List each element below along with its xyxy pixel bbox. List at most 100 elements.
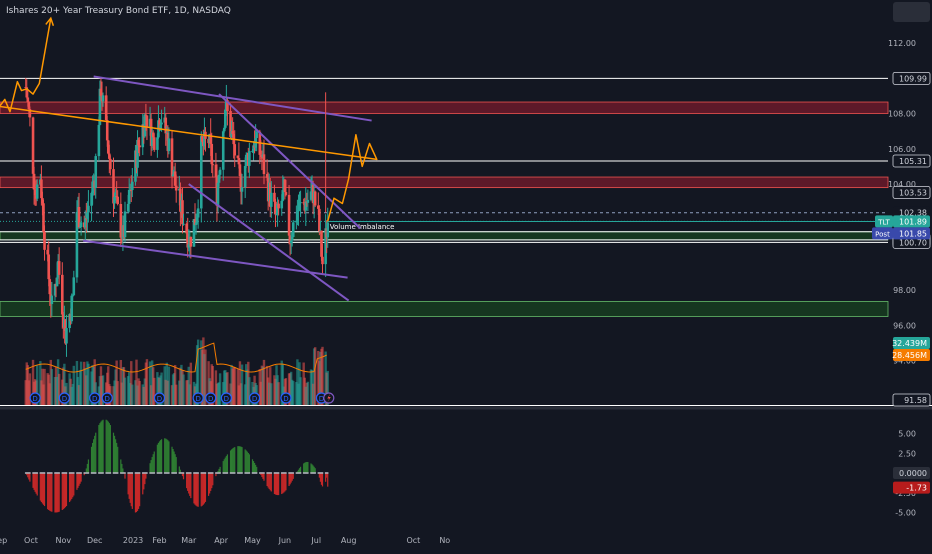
histogram-bar — [234, 447, 236, 473]
candle-body — [170, 138, 174, 177]
histogram-bar — [87, 459, 90, 473]
histogram-bar — [210, 473, 212, 491]
candle-body — [321, 256, 324, 265]
histogram-bar — [211, 473, 213, 489]
histogram-bar — [187, 473, 189, 491]
time-axis-label: Dec — [87, 536, 102, 545]
chart-settings-button[interactable] — [893, 2, 930, 22]
event-marker-label: D — [319, 395, 324, 403]
histogram-bar — [64, 473, 67, 508]
candle-body — [152, 137, 156, 150]
candle-body — [196, 208, 200, 218]
volume-bar — [148, 361, 152, 405]
candle-body — [199, 136, 203, 209]
candle-body — [275, 213, 278, 215]
zero-dot — [270, 472, 273, 474]
candle-body — [295, 220, 298, 223]
zero-dot — [326, 472, 329, 474]
volume-tag-text: 28.456M — [892, 351, 927, 360]
histogram-bar — [79, 473, 81, 484]
histogram-bar — [164, 438, 166, 473]
volume-bar — [321, 346, 324, 405]
candle-body — [77, 206, 81, 228]
histogram-bar — [219, 466, 221, 473]
zero-dot — [131, 472, 134, 474]
histogram-bar — [313, 466, 315, 473]
event-marker-5: D — [192, 392, 204, 404]
candle-body — [113, 196, 116, 204]
histogram-bar — [77, 473, 79, 488]
candle-body — [318, 208, 321, 232]
levels-layer: Volume Imbalance — [0, 77, 888, 243]
candle-body — [127, 190, 131, 204]
zero-dot — [197, 472, 200, 474]
histogram-bar — [33, 473, 35, 490]
histogram-bar — [166, 439, 168, 473]
candle-body — [144, 114, 148, 116]
volume-bar — [281, 363, 284, 405]
event-marker-0: D — [29, 392, 41, 404]
volume-ma-line — [25, 342, 327, 373]
zero-dot — [138, 472, 141, 474]
histogram-bar — [85, 468, 87, 473]
candle-body — [129, 189, 133, 191]
event-marker-circle — [153, 392, 166, 404]
volume-bar — [131, 384, 134, 405]
volume-bar — [153, 377, 156, 405]
candle-body — [149, 118, 153, 146]
zero-dot — [102, 472, 104, 474]
histogram-bar — [298, 468, 301, 473]
histogram-bar — [310, 463, 312, 473]
event-marker-9: D — [280, 392, 292, 404]
histogram-bar — [102, 419, 104, 473]
candle-body — [31, 117, 35, 174]
histogram-bar — [256, 466, 258, 473]
histogram-bar — [292, 473, 294, 479]
histogram-bar — [86, 463, 88, 473]
candle-body — [297, 210, 300, 212]
event-marker-label: D — [105, 395, 110, 403]
zero-dot — [65, 472, 68, 474]
histogram-bar — [120, 459, 122, 473]
price-tag-2-text: 103.53 — [899, 188, 927, 197]
time-axis-label: 2023 — [123, 536, 143, 545]
candle-body — [280, 200, 284, 209]
price-tag-1-text: 105.31 — [899, 157, 927, 166]
histogram-bar — [98, 425, 100, 473]
candle-body — [317, 205, 320, 209]
histogram-bar — [241, 447, 243, 473]
histogram-bar — [189, 473, 191, 496]
histogram-bar — [157, 442, 160, 473]
candle-body — [109, 158, 112, 170]
volume-bar — [123, 377, 127, 405]
candle-body — [252, 145, 255, 151]
histogram-bar — [325, 473, 327, 482]
candle-body — [151, 132, 155, 138]
histogram-bar — [312, 465, 314, 473]
histogram-bar — [275, 473, 278, 495]
volume-bar — [101, 375, 105, 405]
candle-body — [90, 192, 93, 206]
lightning-icon — [327, 393, 331, 403]
time-axis-label: May — [244, 536, 261, 545]
candle-body — [255, 131, 258, 139]
histogram-bar — [326, 473, 328, 478]
candle-body — [224, 109, 227, 128]
histogram-bar — [131, 473, 133, 509]
post-value: 101.85 — [899, 229, 927, 238]
price-tag-6-text: 100.70 — [899, 238, 927, 247]
zero-dot — [72, 472, 75, 474]
histogram-bar — [186, 473, 188, 489]
histogram-bar — [218, 468, 220, 473]
red-zone-0 — [0, 101, 889, 114]
last-price-symbol-bg — [875, 215, 893, 228]
candle-body — [46, 249, 49, 255]
zero-dot — [263, 472, 265, 474]
candle-body — [55, 277, 59, 287]
histogram-bar — [297, 469, 300, 473]
candle-body — [236, 155, 240, 158]
last-price-symbol: TLT — [877, 218, 890, 226]
volume-bar — [189, 362, 193, 405]
